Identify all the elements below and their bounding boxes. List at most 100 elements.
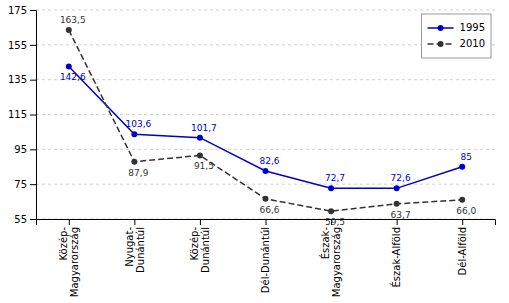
series-point <box>328 208 334 214</box>
series-point <box>459 164 465 170</box>
y-tick: 95 <box>14 144 36 155</box>
legend-marker <box>438 41 444 47</box>
x-tick-mark <box>69 219 70 225</box>
y-tick-mark <box>30 10 36 11</box>
grid-line <box>36 184 495 185</box>
x-axis: Közép-MagyarországNyugat-DunántúlKözép-D… <box>37 219 496 297</box>
legend-item: 1995 <box>428 22 485 33</box>
y-tick-mark <box>30 45 36 46</box>
series-point <box>131 131 137 137</box>
x-tick-label-line: Közép- <box>58 227 69 261</box>
legend-marker <box>438 25 444 31</box>
y-tick: 135 <box>8 74 36 85</box>
x-tick: Észak-Alföld <box>390 219 402 287</box>
x-tick: Közép-Dunántúl <box>189 219 211 273</box>
y-tick: 75 <box>14 179 36 190</box>
chart-container: 557595115135155175Közép-MagyarországNyug… <box>0 0 509 303</box>
y-tick-label: 95 <box>14 144 27 155</box>
y-tick: 115 <box>8 109 36 120</box>
series-point <box>459 197 465 203</box>
legend-box <box>422 14 491 58</box>
series-line <box>69 30 462 211</box>
x-tick: Dél-Alföld <box>457 219 468 275</box>
data-label: 72,7 <box>325 173 345 183</box>
y-tick-label: 155 <box>8 40 27 51</box>
y-tick-label: 135 <box>8 74 27 85</box>
data-label: 142,6 <box>60 72 86 82</box>
x-tick-label: Dél-Alföld <box>457 227 468 275</box>
data-label: 103,6 <box>125 119 151 129</box>
x-tick-label-line: Észak- <box>319 227 331 260</box>
grid-line <box>36 149 495 150</box>
x-tick-label-line: Magyarország <box>331 227 342 297</box>
x-axis-line <box>37 220 496 226</box>
x-tick-label-line: Dunántúl <box>200 227 211 273</box>
data-label: 163,5 <box>60 15 86 25</box>
series-point <box>197 135 203 141</box>
y-tick-label: 115 <box>8 109 27 120</box>
legend: 1995 2010 <box>422 14 491 58</box>
x-tick: Közép-Magyarország <box>58 219 80 297</box>
y-tick-mark <box>30 115 36 116</box>
data-label: 63,7 <box>391 210 411 220</box>
series-point <box>263 196 269 202</box>
x-tick-label: Közép-Magyarország <box>58 227 80 298</box>
y-tick-label: 55 <box>14 214 27 225</box>
x-tick-mark <box>200 219 201 225</box>
y-tick: 175 <box>8 5 36 16</box>
x-tick: Észak-Magyarország <box>319 219 342 297</box>
grid-line <box>36 114 495 115</box>
data-labels: 142,6 103,6 101,7 82,6 72,7 72,6 85 163,5 87,9 91… <box>60 15 477 227</box>
x-tick: Dél-Dunántúl <box>260 219 271 293</box>
x-tick-label-line: Dél-Dunántúl <box>260 227 271 293</box>
y-tick: 155 <box>8 40 36 51</box>
x-tick-mark <box>397 219 398 225</box>
y-tick-mark <box>30 184 36 185</box>
x-tick-label: Nyugat-Dunántúl <box>124 227 146 273</box>
x-tick-label: Dél-Dunántúl <box>260 227 271 293</box>
series-point <box>394 185 400 191</box>
grid-line <box>36 10 495 11</box>
series-point <box>66 63 72 69</box>
y-tick-mark <box>30 219 36 220</box>
data-label: 101,7 <box>191 123 217 133</box>
legend-item: 2010 <box>428 38 485 49</box>
series-point <box>131 159 137 165</box>
x-tick-label-line: Dunántúl <box>135 227 146 273</box>
data-label: 87,9 <box>128 168 148 178</box>
series-point <box>66 27 72 33</box>
x-tick-label-line: Észak-Alföld <box>390 227 402 287</box>
series-point <box>328 185 334 191</box>
x-tick-label-line: Közép- <box>189 227 200 261</box>
legend-label: 2010 <box>460 38 485 49</box>
y-axis-line <box>30 11 37 220</box>
series-point <box>394 201 400 207</box>
data-label: 66,0 <box>456 206 476 216</box>
data-label: 72,6 <box>391 173 411 183</box>
x-tick-label: Észak-Alföld <box>390 227 402 287</box>
x-tick-label: Észak-Magyarország <box>319 227 342 298</box>
y-tick: 55 <box>14 214 36 225</box>
series-line <box>69 66 462 188</box>
data-label: 85 <box>460 152 471 162</box>
data-label: 59,5 <box>325 217 345 227</box>
chart-svg: 557595115135155175Közép-MagyarországNyug… <box>0 0 509 303</box>
marks <box>66 27 465 214</box>
x-tick-mark <box>134 219 135 225</box>
x-tick: Nyugat-Dunántúl <box>124 219 146 273</box>
x-tick-label-line: Nyugat- <box>124 227 135 267</box>
x-tick-mark <box>266 219 267 225</box>
data-label: 82,6 <box>259 156 279 166</box>
y-tick-label: 75 <box>14 179 27 190</box>
x-tick-label-line: Magyarország <box>69 227 80 297</box>
x-tick-label-line: Dél-Alföld <box>457 227 468 275</box>
plot-area: 557595115135155175Közép-MagyarországNyug… <box>8 5 496 298</box>
y-tick-mark <box>30 149 36 150</box>
series-point <box>197 152 203 158</box>
legend-label: 1995 <box>460 22 485 33</box>
y-tick-label: 175 <box>8 5 27 16</box>
series-point <box>263 168 269 174</box>
data-label: 91,5 <box>194 161 214 171</box>
grid-line <box>36 79 495 80</box>
y-axis: 55 75 95 115 135 155 175 <box>8 5 37 225</box>
